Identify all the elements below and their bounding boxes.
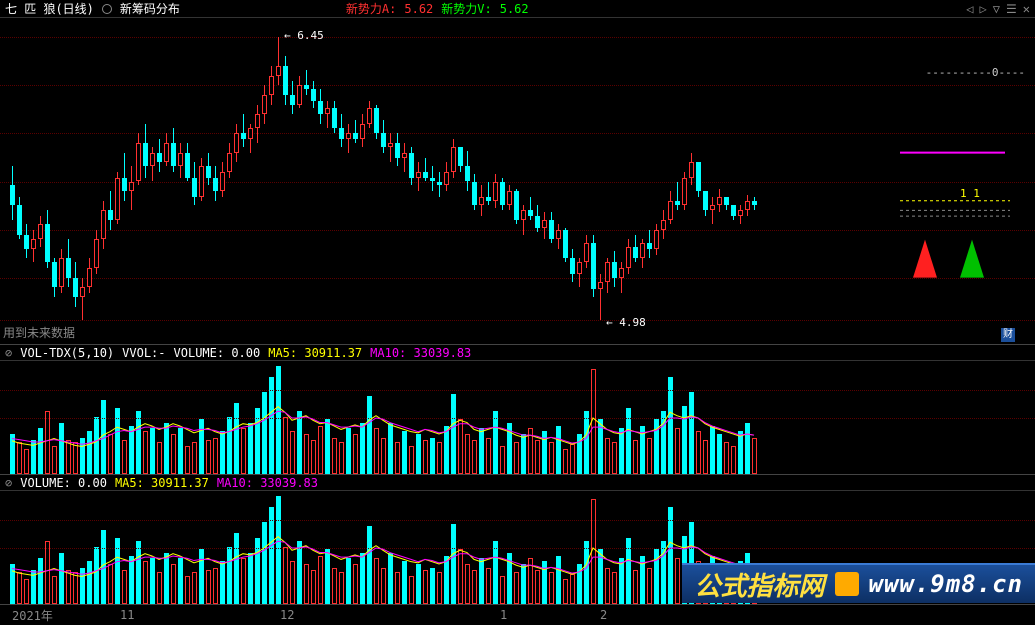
expand-icon-2[interactable]: ⊘: [5, 476, 12, 490]
watermark-url: www.9m8.cn: [869, 570, 1024, 598]
expand-icon[interactable]: ⊘: [5, 346, 12, 360]
close-icon[interactable]: ✕: [1023, 2, 1030, 16]
xaxis-label: 11: [120, 608, 134, 622]
x-axis: 2021年111212: [0, 605, 1035, 625]
xaxis-label: 2: [600, 608, 607, 622]
prev-icon[interactable]: ◁: [966, 2, 973, 16]
vol2-l1: VOLUME: 0.00: [20, 476, 107, 490]
vol1-l2: VVOL:-: [122, 346, 165, 360]
vol1-l1: VOL-TDX(5,10): [20, 346, 114, 360]
ind-a-label: 新势力A:: [346, 0, 396, 17]
vol1-l4: MA5: 30911.37: [268, 346, 362, 360]
watermark-title: 公式指标网: [694, 566, 824, 603]
vol1-header: ⊘ VOL-TDX(5,10) VVOL:- VOLUME: 0.00 MA5:…: [0, 345, 1035, 361]
vol2-l2: MA5: 30911.37: [115, 476, 209, 490]
price-panel[interactable]: 1 1 ← 6.45 ← 4.98 ----------0---- 用到未来数据…: [0, 18, 1035, 345]
zero-annotation: ----------0----: [926, 66, 1025, 79]
ind-a-val: 5.62: [404, 2, 433, 16]
vol2-header: ⊘ VOLUME: 0.00 MA5: 30911.37 MA10: 33039…: [0, 475, 1035, 491]
high-annotation: ← 6.45: [284, 29, 324, 42]
xaxis-label: 12: [280, 608, 294, 622]
xaxis-label: 2021年: [12, 607, 53, 624]
up-icon[interactable]: ▽: [993, 2, 1000, 16]
cai-badge: 财: [1001, 328, 1015, 342]
vol-panel-1[interactable]: ⊘ VOL-TDX(5,10) VVOL:- VOLUME: 0.00 MA5:…: [0, 345, 1035, 475]
low-annotation: ← 4.98: [606, 316, 646, 329]
xaxis-label: 1: [500, 608, 507, 622]
ind-v-val: 5.62: [500, 2, 529, 16]
option-dot-icon[interactable]: [102, 4, 112, 14]
watermark-logo-icon: [835, 572, 859, 596]
vol1-l3: VOLUME: 0.00: [174, 346, 261, 360]
vol2-l3: MA10: 33039.83: [217, 476, 318, 490]
ind-v-label: 新势力V:: [441, 0, 491, 17]
footer-note: 用到未来数据: [3, 324, 75, 341]
chart-header: 七 匹 狼(日线) 新筹码分布 新势力A: 5.62 新势力V: 5.62 ◁ …: [0, 0, 1035, 18]
vol1-l5: MA10: 33039.83: [370, 346, 471, 360]
watermark: 公式指标网 www.9m8.cn: [682, 563, 1035, 603]
menu-icon[interactable]: ☰: [1006, 2, 1017, 16]
tab-label[interactable]: 新筹码分布: [120, 0, 180, 17]
next-icon[interactable]: ▷: [980, 2, 987, 16]
stock-name: 七 匹 狼(日线): [5, 0, 94, 17]
